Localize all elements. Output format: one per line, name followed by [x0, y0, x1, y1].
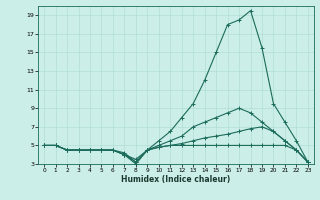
X-axis label: Humidex (Indice chaleur): Humidex (Indice chaleur): [121, 175, 231, 184]
